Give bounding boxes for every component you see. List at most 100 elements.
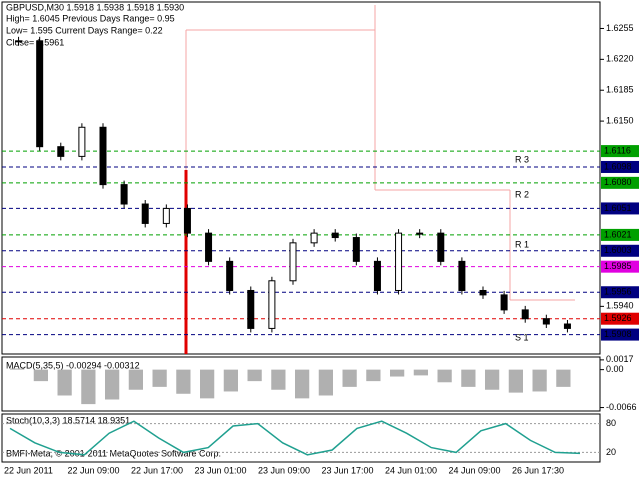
macd-bar bbox=[390, 369, 405, 377]
header-line: Low= 1.595 Current Days Range= 0.22 bbox=[6, 25, 163, 35]
level-box bbox=[601, 312, 639, 325]
candle bbox=[247, 289, 255, 329]
macd-bar bbox=[366, 369, 381, 382]
macd-bar bbox=[271, 369, 286, 390]
stoch-panel bbox=[1, 413, 601, 463]
time-label: 23 Jun 01:00 bbox=[195, 465, 247, 475]
macd-bar bbox=[105, 369, 120, 400]
candle bbox=[226, 260, 234, 291]
level-label: 1.5985 bbox=[604, 261, 632, 271]
level-box bbox=[601, 228, 639, 241]
macd-panel bbox=[1, 356, 601, 412]
level-box bbox=[601, 260, 639, 273]
candle bbox=[15, 40, 23, 43]
macd-label: 0.0017 bbox=[606, 354, 634, 364]
level-label: 1.6098 bbox=[604, 161, 632, 171]
candle bbox=[437, 232, 445, 262]
candle bbox=[479, 289, 487, 296]
candle bbox=[521, 309, 529, 320]
level-label: 1.5926 bbox=[604, 313, 632, 323]
candle bbox=[395, 232, 403, 291]
candle bbox=[310, 232, 318, 244]
level-box bbox=[601, 244, 639, 257]
header-line: High= 1.6045 Previous Days Range= 0.95 bbox=[6, 13, 175, 23]
candle bbox=[373, 260, 381, 291]
candle bbox=[542, 318, 550, 325]
candle bbox=[141, 203, 149, 224]
candle bbox=[183, 207, 191, 234]
candle bbox=[331, 232, 339, 239]
pivot-label: S 1 bbox=[515, 332, 529, 342]
macd-bar bbox=[247, 369, 262, 382]
stoch-title: Stoch(10,3,3) 18.5714 18.9351 bbox=[6, 415, 130, 425]
macd-bar bbox=[33, 369, 48, 382]
macd-bar bbox=[413, 369, 428, 376]
macd-bar bbox=[128, 369, 143, 390]
macd-bar bbox=[318, 369, 333, 396]
macd-bar bbox=[461, 369, 476, 387]
candle bbox=[416, 232, 424, 235]
candle bbox=[36, 40, 44, 148]
stoch-label: 80 bbox=[606, 418, 616, 428]
price-label: 1.5940 bbox=[606, 301, 634, 311]
level-label: 1.6116 bbox=[604, 145, 631, 155]
main-panel bbox=[1, 1, 601, 355]
pivot-label: R 3 bbox=[515, 154, 529, 164]
stoch-label: 20 bbox=[606, 447, 616, 457]
price-label: 1.6220 bbox=[606, 54, 634, 64]
time-label: 22 Jun 17:00 bbox=[131, 465, 183, 475]
candle bbox=[289, 242, 297, 282]
macd-bar bbox=[81, 369, 96, 405]
macd-bar bbox=[57, 369, 72, 396]
macd-bar bbox=[295, 369, 310, 399]
copyright: BMFI-Meta, © 2001-2011 MetaQuotes Softwa… bbox=[6, 448, 221, 458]
level-label: 1.6051 bbox=[604, 203, 632, 213]
level-box bbox=[601, 202, 639, 215]
price-label: 1.6255 bbox=[606, 23, 634, 33]
candle bbox=[120, 184, 128, 205]
macd-bar bbox=[508, 369, 523, 393]
candle bbox=[205, 232, 213, 262]
candle bbox=[162, 207, 170, 224]
time-label: 22 Jun 09:00 bbox=[68, 465, 120, 475]
macd-bar bbox=[485, 369, 500, 390]
macd-bar bbox=[200, 369, 215, 399]
time-label: 22 Jun 2011 bbox=[4, 465, 53, 475]
macd-title: MACD(5,35,5) -0.00294 -0.00312 bbox=[6, 360, 140, 370]
time-label: 24 Jun 09:00 bbox=[449, 465, 501, 475]
macd-bar bbox=[10, 368, 25, 370]
level-label: 1.5908 bbox=[604, 329, 632, 339]
macd-bar bbox=[437, 369, 452, 383]
candle bbox=[57, 146, 65, 157]
level-box bbox=[601, 286, 639, 299]
pivot-label: R 1 bbox=[515, 239, 529, 249]
level-label: 1.6021 bbox=[604, 229, 632, 239]
time-label: 23 Jun 09:00 bbox=[258, 465, 310, 475]
level-box bbox=[601, 145, 639, 158]
macd-label: 0.00 bbox=[606, 364, 624, 374]
candle bbox=[563, 323, 571, 329]
macd-bar bbox=[223, 369, 238, 392]
price-label: 1.6185 bbox=[606, 85, 634, 95]
candle bbox=[268, 280, 276, 329]
stoch-line bbox=[9, 420, 581, 456]
level-label: 1.5956 bbox=[604, 287, 632, 297]
time-label: 26 Jun 17:30 bbox=[512, 465, 564, 475]
header-line: GBPUSD,M30 1.5918 1.5938 1.5918 1.5930 bbox=[6, 2, 184, 12]
level-box bbox=[601, 160, 639, 173]
candle bbox=[500, 294, 508, 311]
macd-bar bbox=[532, 369, 547, 392]
candle bbox=[458, 260, 466, 291]
pivot-label: R 2 bbox=[515, 189, 529, 199]
header-line: Close= 1.5961 bbox=[6, 37, 64, 47]
macd-bar bbox=[556, 369, 571, 387]
macd-bar bbox=[342, 369, 357, 387]
price-label: 1.6150 bbox=[606, 115, 634, 125]
time-label: 23 Jun 17:00 bbox=[322, 465, 374, 475]
level-label: 1.6003 bbox=[604, 245, 632, 255]
candle bbox=[352, 237, 360, 262]
candle bbox=[78, 126, 86, 157]
time-label: 24 Jun 01:00 bbox=[385, 465, 437, 475]
